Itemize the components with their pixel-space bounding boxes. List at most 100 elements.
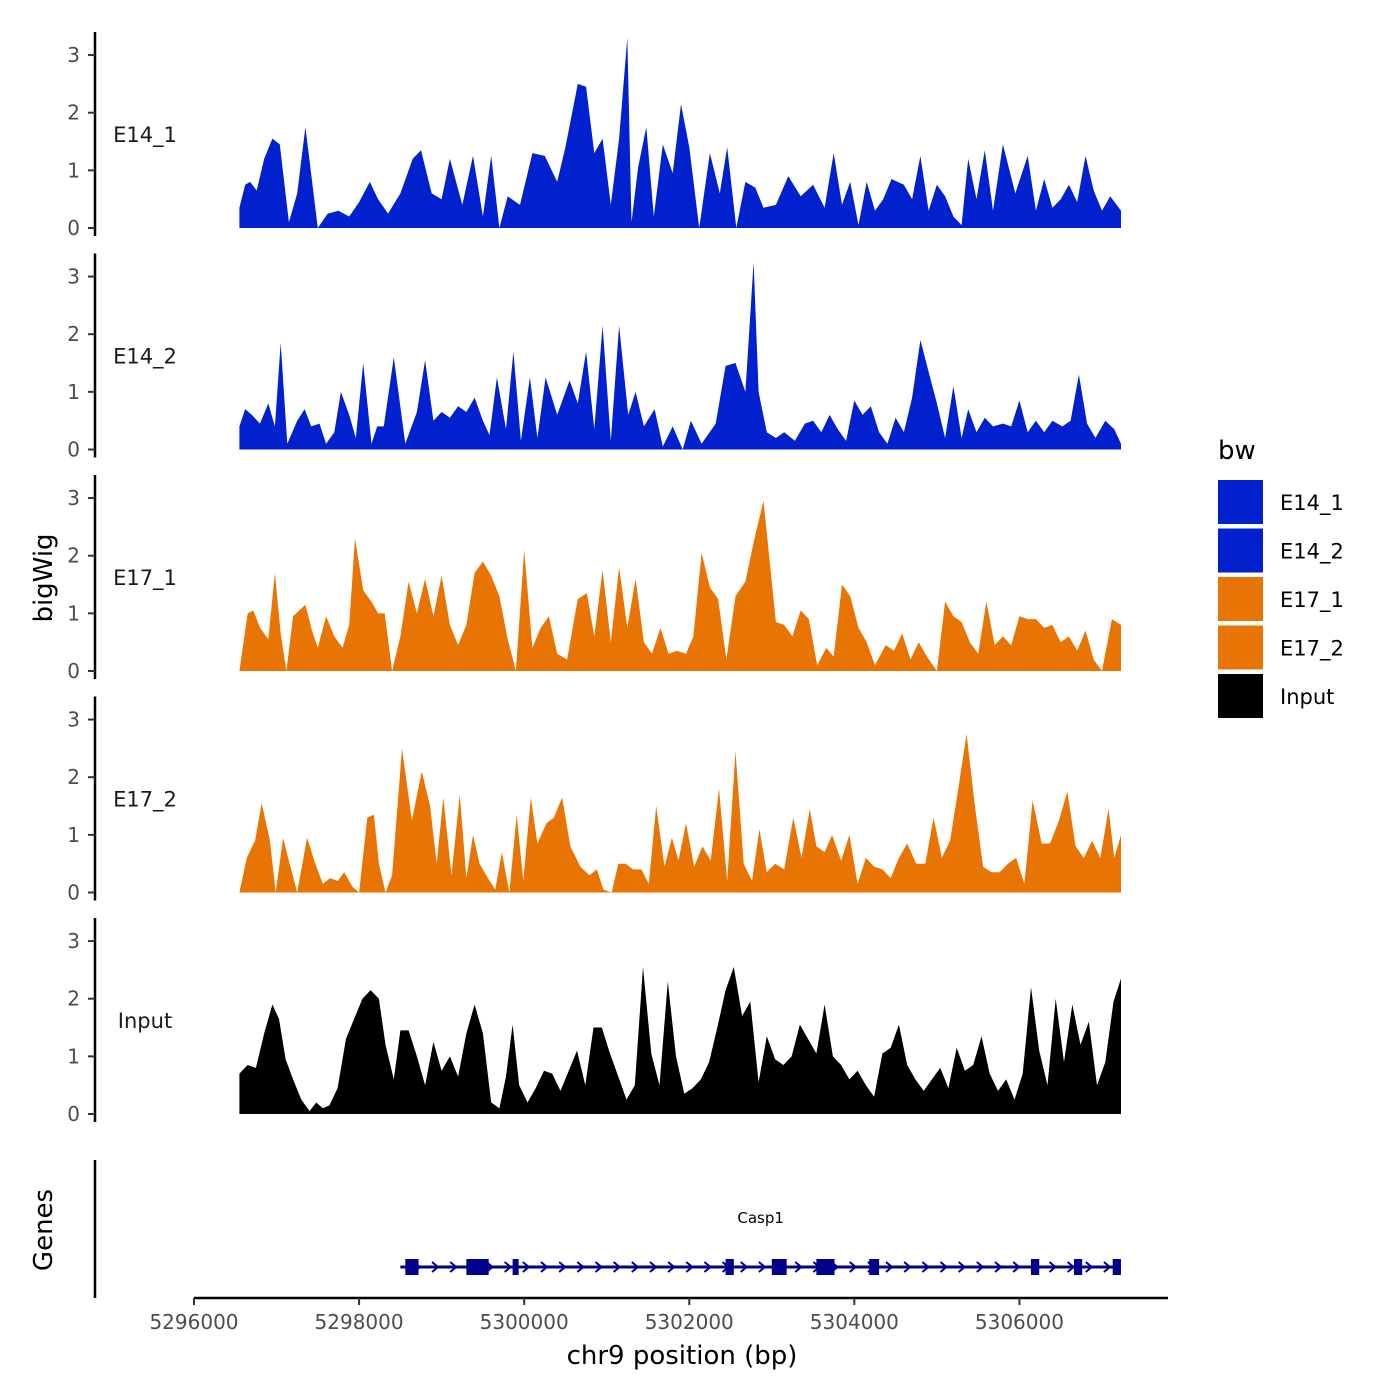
y-tick-label: 3 (67, 43, 80, 67)
strand-arrow (1048, 1261, 1058, 1273)
strand-arrow (631, 1261, 640, 1273)
strand-arrow (1012, 1261, 1021, 1273)
exon (725, 1259, 734, 1275)
exon (405, 1259, 419, 1275)
x-tick-label: 5304000 (810, 1310, 899, 1334)
strand-arrow (612, 1261, 622, 1273)
genes-axis-title: Genes (29, 1189, 59, 1271)
strand-arrow (431, 1261, 440, 1273)
strand-arrow (976, 1261, 985, 1273)
strand-arrow (685, 1261, 694, 1273)
strand-arrow (558, 1261, 567, 1273)
track-E14_2: 0 1 2 3 E14_2 (67, 253, 1121, 462)
y-axis-title: bigWig (29, 533, 59, 622)
area-E17_1 (239, 500, 1121, 671)
legend-key-Input (1218, 674, 1263, 718)
strand-arrow (1085, 1261, 1094, 1273)
legend-label-E14_2: E14_2 (1280, 540, 1344, 565)
strand-arrow (903, 1261, 912, 1273)
exon (466, 1259, 489, 1275)
area-E14_2 (239, 262, 1121, 450)
y-tick-label: 3 (67, 486, 80, 510)
y-tick-label: 2 (67, 101, 80, 125)
strand-arrow (994, 1261, 1003, 1273)
track-label-E17_2: E17_2 (113, 788, 177, 813)
strand-arrow (1103, 1261, 1112, 1273)
legend: bw E14_1 E14_2 E17_1 E17_2 Input (1218, 436, 1344, 718)
strand-arrow (540, 1261, 549, 1273)
track-label-E14_2: E14_2 (113, 345, 177, 370)
y-tick-label: 1 (67, 823, 80, 847)
strand-arrow (849, 1261, 858, 1273)
strand-arrow (703, 1261, 712, 1273)
strand-arrow (740, 1261, 749, 1273)
legend-label-E17_2: E17_2 (1280, 637, 1344, 662)
exon (869, 1259, 880, 1275)
x-tick-label: 5306000 (975, 1310, 1064, 1334)
legend-key-E14_1 (1218, 480, 1263, 524)
strand-arrow (576, 1261, 585, 1273)
track-Input: 0 1 2 3 Input (67, 918, 1121, 1126)
y-tick-label: 0 (67, 659, 80, 683)
area-Input (239, 967, 1121, 1114)
exon (1073, 1259, 1083, 1275)
y-tick-label: 1 (67, 601, 80, 625)
strand-arrow (794, 1261, 803, 1273)
x-axis: 5296000 5298000 5300000 5302000 5304000 53060… (149, 1296, 1168, 1334)
strand-arrow (958, 1261, 967, 1273)
track-E17_2: 0 1 2 3 E17_2 (67, 696, 1121, 905)
exon (816, 1259, 835, 1275)
strand-arrow (758, 1261, 767, 1273)
legend-key-E17_1 (1218, 577, 1263, 621)
gene-name-label: Casp1 (737, 1209, 784, 1227)
legend-label-Input: Input (1280, 685, 1334, 709)
strand-arrow (1066, 1261, 1076, 1273)
track-label-Input: Input (118, 1009, 172, 1033)
y-tick-label: 3 (67, 265, 80, 289)
exon (771, 1259, 787, 1275)
y-tick-label: 3 (67, 708, 80, 732)
legend-label-E17_1: E17_1 (1280, 588, 1344, 613)
y-tick-label: 1 (67, 380, 80, 404)
y-tick-label: 2 (67, 544, 80, 568)
track-E17_1: 0 1 2 3 E17_1 (67, 475, 1121, 683)
x-tick-label: 5298000 (315, 1310, 404, 1334)
legend-key-E17_2 (1218, 625, 1263, 670)
y-tick-label: 0 (67, 1102, 80, 1126)
y-tick-label: 0 (67, 438, 80, 462)
exon (1030, 1259, 1040, 1275)
y-tick-label: 1 (67, 1044, 80, 1068)
x-tick-label: 5302000 (645, 1310, 734, 1334)
strand-arrow (667, 1261, 676, 1273)
strand-arrow (921, 1261, 930, 1273)
legend-key-E14_2 (1218, 528, 1263, 573)
track-label-E14_1: E14_1 (113, 123, 177, 148)
signal-tracks: 0 1 2 3 E14_1 0 1 2 3 E14_2 0 1 2 3 E17_1 0 1 2 3 E17_2 0 1 2 3… (67, 32, 1121, 1126)
strand-arrow (504, 1261, 513, 1273)
y-tick-label: 0 (67, 216, 80, 240)
exon (1112, 1259, 1121, 1275)
track-label-E17_1: E17_1 (113, 566, 177, 591)
strand-arrow (522, 1261, 531, 1273)
x-tick-label: 5296000 (149, 1310, 238, 1334)
strand-arrow (885, 1261, 894, 1273)
strand-arrow (449, 1261, 458, 1273)
y-tick-label: 3 (67, 929, 80, 953)
y-tick-label: 2 (67, 765, 80, 789)
gene-track: Casp1 (93, 1160, 1121, 1298)
area-E17_2 (239, 734, 1121, 893)
y-tick-label: 2 (67, 987, 80, 1011)
x-axis-title: chr9 position (bp) (567, 1341, 798, 1371)
strand-arrow (649, 1261, 658, 1273)
y-tick-label: 1 (67, 158, 80, 182)
legend-title: bw (1218, 436, 1256, 466)
strand-arrow (594, 1261, 604, 1273)
area-E14_1 (239, 37, 1121, 228)
track-E14_1: 0 1 2 3 E14_1 (67, 32, 1121, 240)
exon (512, 1259, 519, 1275)
strand-arrow (939, 1261, 949, 1273)
y-tick-label: 2 (67, 322, 80, 346)
y-tick-label: 0 (67, 881, 80, 905)
x-tick-label: 5300000 (480, 1310, 569, 1334)
